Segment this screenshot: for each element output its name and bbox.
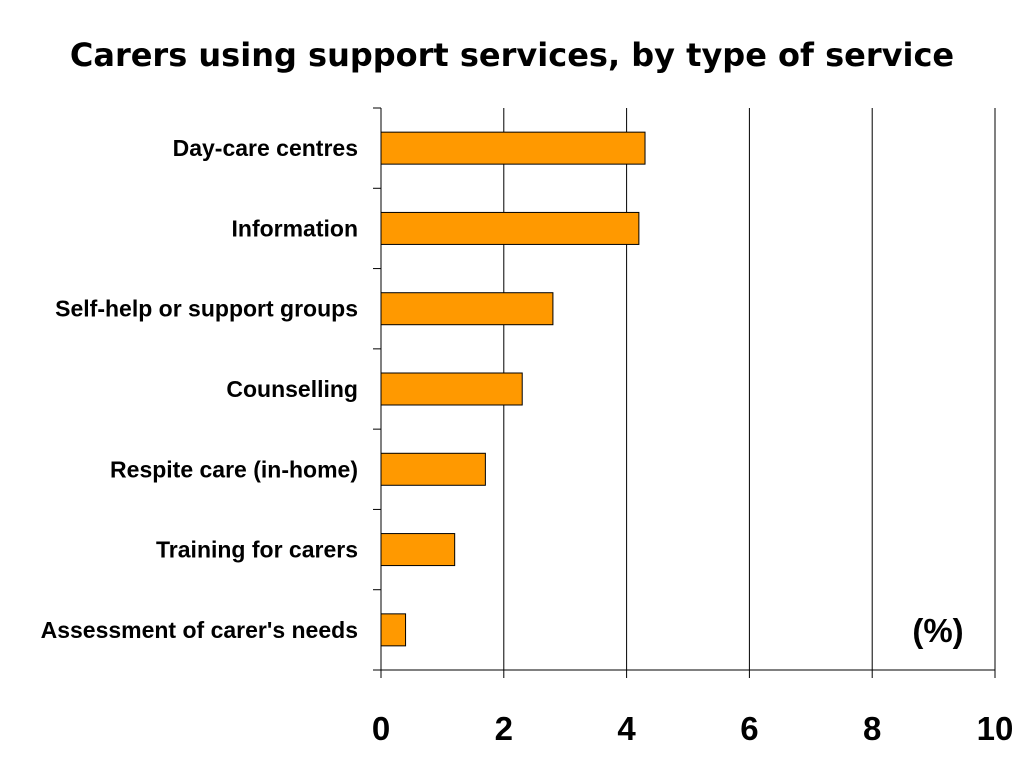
bar	[380, 131, 646, 165]
bar	[380, 452, 486, 486]
bar	[380, 613, 407, 647]
x-tick-label: 0	[372, 710, 390, 747]
category-label: Assessment of carer's needs	[41, 617, 358, 643]
category-label: Respite care (in-home)	[110, 456, 358, 482]
gridlines	[503, 108, 996, 670]
x-tick-label: 10	[977, 710, 1014, 747]
category-label: Day-care centres	[173, 135, 358, 161]
axes	[373, 107, 996, 678]
category-label: Training for carers	[156, 537, 358, 563]
category-label: Counselling	[226, 376, 358, 402]
x-tick-label: 4	[617, 710, 636, 747]
category-labels: Day-care centres Information Self-help or …	[41, 135, 358, 643]
category-label: Self-help or support groups	[55, 296, 358, 322]
x-tick-label: 6	[740, 710, 758, 747]
bar	[380, 292, 554, 326]
bar	[380, 372, 523, 406]
x-tick-label: 8	[863, 710, 881, 747]
bar	[380, 211, 640, 245]
tick-labels: 0 2 4 6 8 10	[372, 710, 1014, 747]
unit-label: (%)	[912, 612, 963, 649]
x-tick-label: 2	[495, 710, 513, 747]
category-label: Information	[232, 215, 359, 241]
chart-title: Carers using support services, by type o…	[69, 36, 955, 74]
bars	[380, 131, 646, 647]
bar	[380, 533, 456, 567]
